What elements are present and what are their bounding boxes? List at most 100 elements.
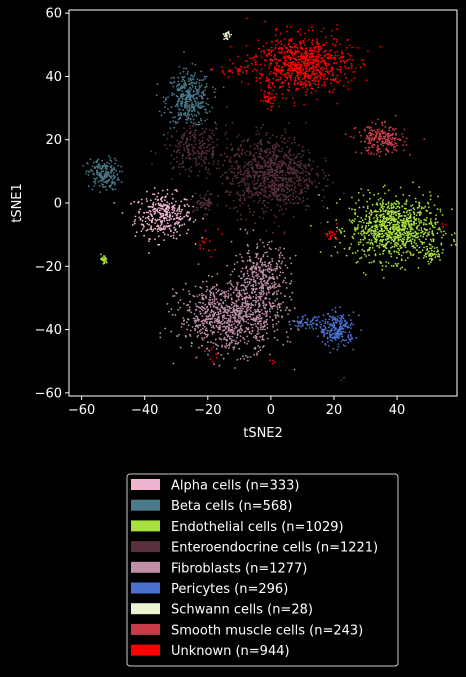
scatter-point [187,324,190,326]
scatter-point [281,140,284,143]
scatter-point [264,310,267,313]
scatter-point [264,328,266,331]
scatter-point [210,153,213,156]
scatter-point [270,248,272,251]
scatter-point [365,222,368,225]
scatter-point [197,174,200,177]
scatter-point [193,107,196,110]
scatter-point [453,232,456,235]
scatter-point [431,230,434,232]
scatter-point [311,183,313,185]
scatter-point [272,150,275,153]
scatter-point [237,329,240,332]
scatter-point [152,203,154,206]
scatter-point [341,333,343,336]
scatter-point [255,192,258,195]
scatter-point [396,234,399,237]
scatter-point [249,295,251,298]
scatter-point [90,169,92,171]
scatter-point [251,330,254,333]
scatter-point [357,199,360,202]
scatter-point [284,202,286,205]
scatter-point [179,172,181,175]
scatter-point [195,123,198,126]
scatter-point [368,191,371,194]
scatter-point [306,187,309,190]
scatter-point [228,193,231,196]
scatter-point [383,215,385,218]
scatter-point [302,325,304,327]
scatter-point [220,312,222,315]
scatter-point [255,256,257,259]
scatter-point [238,329,241,332]
scatter-point [238,155,241,158]
scatter-point [219,333,222,335]
scatter-point [204,295,207,298]
scatter-point [329,323,332,325]
scatter-point [409,226,412,229]
scatter-point [255,318,258,321]
scatter-point [186,211,189,214]
scatter-point [287,151,290,154]
scatter-point [439,259,441,261]
scatter-point [222,357,225,360]
scatter-point [255,133,257,136]
scatter-point [168,203,171,205]
scatter-point [379,216,382,219]
scatter-point [244,302,247,305]
scatter-point [208,349,211,352]
scatter-point [342,344,345,346]
scatter-point [101,179,103,182]
scatter-point [231,329,234,332]
scatter-point [245,304,248,307]
scatter-point [387,201,390,204]
scatter-point [240,331,242,334]
scatter-point [439,228,441,231]
scatter-point [420,211,422,214]
scatter-point [387,140,389,143]
scatter-point [116,174,119,176]
scatter-point [395,218,398,221]
scatter-point [238,310,241,312]
scatter-point [168,219,171,221]
scatter-point [373,234,376,237]
scatter-point [146,200,148,203]
scatter-point [248,161,251,164]
scatter-point [193,140,196,143]
scatter-point [213,285,216,288]
scatter-point [170,162,172,164]
scatter-point [152,228,155,231]
scatter-point [307,149,309,151]
scatter-point [194,85,197,88]
scatter-point [275,216,278,219]
scatter-point [403,140,406,143]
scatter-point [370,221,373,224]
scatter-point [324,320,327,323]
scatter-point [278,145,281,148]
scatter-point [330,328,333,331]
scatter-point [170,106,173,109]
scatter-point [238,185,241,187]
scatter-point [255,254,258,257]
scatter-point [402,193,405,196]
scatter-point [210,132,213,135]
scatter-point [408,220,411,223]
scatter-point [200,79,203,82]
scatter-point [274,144,276,147]
scatter-point [433,252,436,255]
scatter-point [375,241,378,244]
scatter-point [243,358,246,360]
scatter-point [395,195,398,198]
scatter-point [315,172,318,175]
scatter-point [201,151,204,153]
scatter-point [283,195,285,197]
scatter-point [177,98,180,101]
scatter-point [297,202,300,205]
scatter-point [378,220,381,223]
scatter-point [180,93,183,95]
scatter-point [205,85,208,88]
scatter-point [246,307,248,309]
scatter-point [252,289,255,292]
scatter-point [260,192,262,195]
scatter-point [202,159,205,162]
